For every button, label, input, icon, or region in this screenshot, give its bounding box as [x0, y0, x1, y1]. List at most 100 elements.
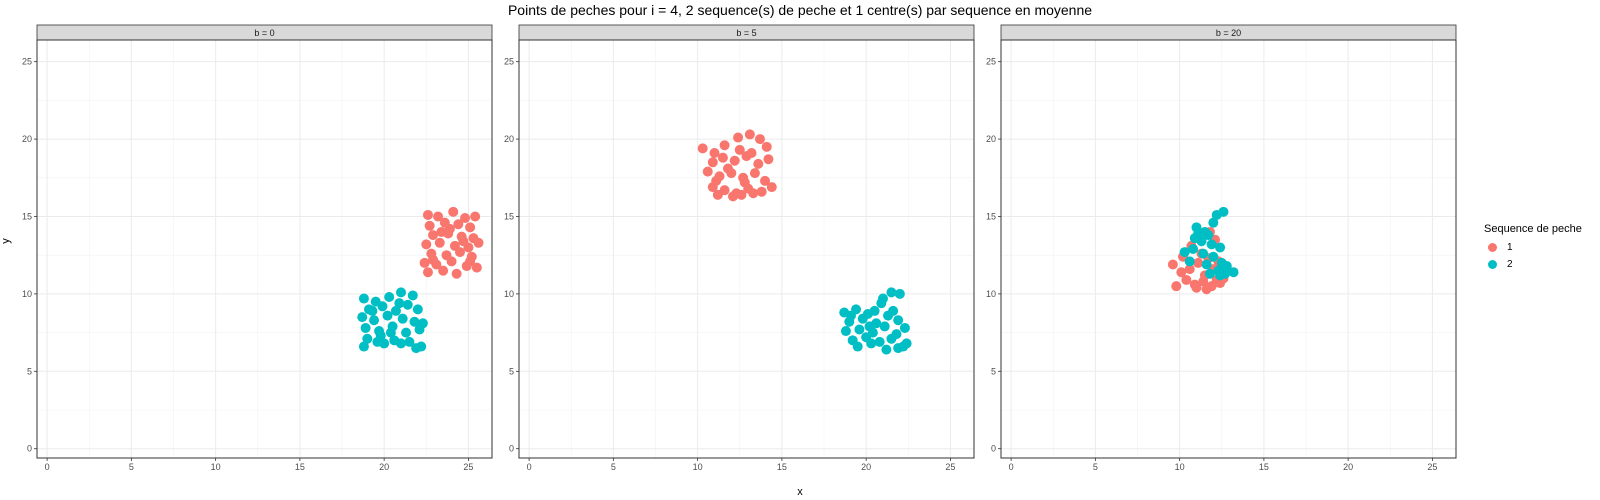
data-point-seq-2 — [412, 304, 423, 315]
x-tick-label: 20 — [1343, 462, 1353, 472]
data-point-seq-2 — [407, 290, 418, 301]
y-tick-label: 20 — [986, 134, 996, 144]
data-point-seq-1 — [419, 257, 430, 268]
x-tick-label: 10 — [693, 462, 703, 472]
data-point-seq-1 — [1201, 284, 1212, 295]
data-point-seq-2 — [411, 343, 422, 354]
data-point-seq-1 — [709, 148, 720, 159]
panel-border — [36, 39, 493, 459]
data-point-seq-2 — [879, 321, 890, 332]
panel-background — [37, 40, 492, 458]
data-point-seq-1 — [748, 188, 759, 199]
data-point-seq-1 — [446, 256, 457, 267]
x-tick-label: 10 — [211, 462, 221, 472]
data-point-seq-1 — [766, 182, 777, 193]
data-point-seq-2 — [881, 344, 892, 355]
panel-background — [1001, 40, 1456, 458]
data-point-seq-1 — [1193, 257, 1204, 268]
y-tick-label: 20 — [22, 134, 32, 144]
y-tick-label: 0 — [991, 444, 996, 454]
x-tick-label: 0 — [45, 462, 50, 472]
data-point-seq-2 — [886, 287, 897, 298]
data-point-seq-1 — [756, 186, 767, 197]
data-point-seq-2 — [409, 316, 420, 327]
data-point-seq-1 — [707, 157, 718, 168]
y-tick-label: 25 — [986, 57, 996, 67]
data-point-seq-1 — [729, 155, 740, 166]
y-tick-label: 10 — [986, 289, 996, 299]
data-point-seq-2 — [869, 305, 880, 316]
data-point-seq-1 — [460, 213, 471, 224]
legend-key — [1484, 239, 1501, 256]
data-point-seq-2 — [888, 305, 899, 316]
y-tick-label: 15 — [22, 211, 32, 221]
data-point-seq-1 — [454, 247, 465, 258]
data-point-seq-2 — [864, 321, 875, 332]
panel-border — [1000, 39, 1457, 459]
data-point-seq-1 — [719, 140, 730, 151]
data-point-seq-2 — [1218, 206, 1229, 217]
data-point-seq-1 — [471, 262, 482, 273]
x-tick-label: 15 — [295, 462, 305, 472]
data-point-seq-1 — [473, 237, 484, 248]
x-tick-label: 15 — [777, 462, 787, 472]
x-tick-label: 5 — [611, 462, 616, 472]
data-point-seq-2 — [1188, 244, 1199, 254]
data-point-seq-2 — [899, 322, 910, 333]
y-tick-label: 5 — [991, 366, 996, 376]
x-axis-label: x — [797, 486, 803, 498]
data-point-seq-1 — [697, 143, 708, 154]
data-point-seq-1 — [728, 191, 739, 202]
data-point-seq-2 — [874, 336, 885, 347]
data-point-seq-1 — [448, 206, 459, 217]
data-point-seq-1 — [760, 175, 771, 186]
panel-strip-label: b = 5 — [736, 28, 756, 38]
legend-label: 1 — [1507, 242, 1513, 253]
data-point-seq-2 — [384, 291, 395, 302]
data-point-seq-2 — [1208, 251, 1219, 262]
data-point-seq-2 — [854, 324, 865, 335]
data-point-seq-2 — [1208, 217, 1219, 228]
data-point-seq-1 — [744, 129, 755, 140]
data-point-seq-1 — [736, 189, 747, 200]
y-tick-label: 20 — [504, 134, 514, 144]
y-tick-label: 5 — [27, 366, 32, 376]
data-point-seq-1 — [702, 166, 713, 177]
data-point-seq-2 — [1201, 259, 1212, 270]
data-point-seq-1 — [444, 223, 455, 234]
data-point-seq-2 — [390, 305, 401, 316]
legend-item-1: 1 — [1484, 239, 1582, 256]
data-point-seq-2 — [358, 341, 369, 352]
data-point-seq-2 — [857, 313, 868, 324]
panel-strip-label: b = 0 — [254, 28, 274, 38]
data-point-seq-2 — [417, 318, 428, 329]
data-point-seq-2 — [840, 326, 851, 337]
data-point-seq-2 — [396, 338, 406, 349]
legend-label: 2 — [1507, 259, 1513, 270]
data-point-seq-1 — [739, 177, 750, 188]
data-point-seq-2 — [893, 315, 904, 326]
data-point-seq-1 — [428, 230, 439, 241]
data-point-seq-1 — [453, 219, 464, 230]
data-point-seq-2 — [402, 299, 413, 310]
y-tick-label: 25 — [504, 57, 514, 67]
data-point-seq-1 — [746, 148, 757, 159]
data-point-seq-2 — [901, 338, 912, 349]
data-point-seq-2 — [1206, 239, 1217, 250]
data-point-seq-1 — [711, 175, 722, 186]
data-point-seq-1 — [722, 163, 733, 174]
data-point-seq-2 — [358, 293, 369, 304]
x-tick-label: 15 — [1259, 462, 1269, 472]
data-point-seq-1 — [717, 152, 728, 163]
data-point-seq-1 — [749, 168, 760, 179]
data-point-seq-2 — [878, 293, 888, 304]
data-point-seq-2 — [1198, 248, 1209, 259]
data-point-seq-2 — [1215, 242, 1226, 253]
data-point-seq-1 — [712, 189, 723, 200]
data-point-seq-1 — [733, 132, 744, 143]
data-point-seq-2 — [382, 310, 393, 321]
data-point-seq-2 — [1203, 230, 1214, 241]
data-point-seq-1 — [434, 237, 445, 248]
x-tick-label: 10 — [1175, 462, 1185, 472]
